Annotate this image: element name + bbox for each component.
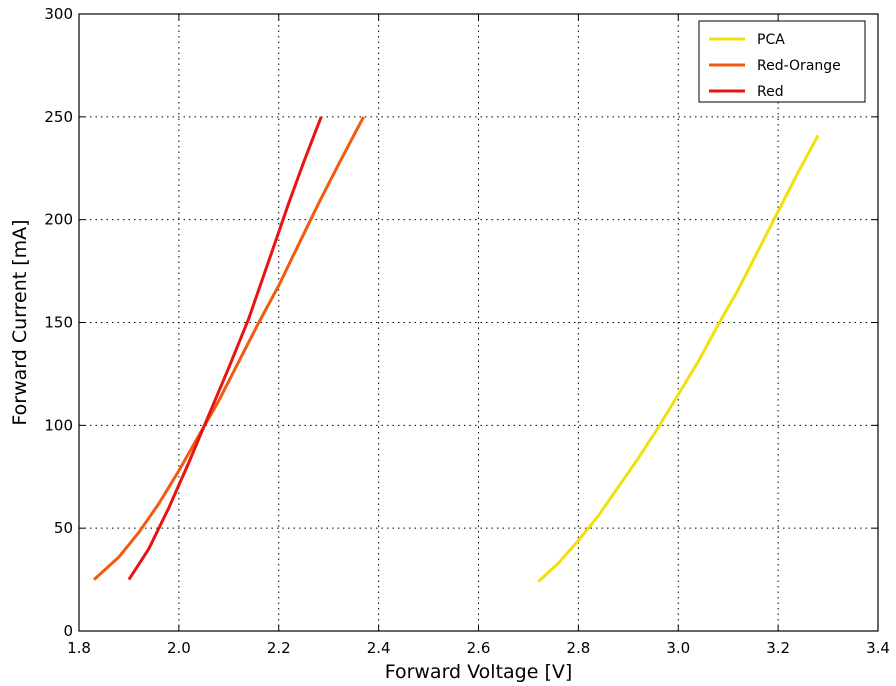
series-line bbox=[127, 116, 323, 581]
series-layer bbox=[92, 116, 820, 583]
legend-box bbox=[698, 20, 866, 103]
y-tick-label: 50 bbox=[54, 519, 73, 537]
x-tick-label: 3.4 bbox=[866, 639, 890, 657]
x-tick-label: 2.2 bbox=[267, 639, 291, 657]
x-axis-label: Forward Voltage [V] bbox=[385, 661, 573, 683]
ticks bbox=[78, 13, 879, 632]
x-tick-label: 2.8 bbox=[566, 639, 590, 657]
x-tick-label: 1.8 bbox=[67, 639, 91, 657]
y-tick-label: 300 bbox=[44, 5, 73, 23]
y-axis-label: Forward Current [mA] bbox=[9, 219, 31, 425]
y-tick-label: 0 bbox=[63, 622, 73, 640]
legend-label: PCA bbox=[757, 32, 785, 48]
tick-labels: 1.8 2.0 2.2 2.4 2.6 2.8 3.0 3.2 3.4 0 50 100 150 200 2… bbox=[44, 5, 890, 657]
x-tick-label: 2.6 bbox=[467, 639, 491, 657]
legend: PCA Red-Orange Red bbox=[698, 20, 866, 103]
x-tick-label: 3.2 bbox=[766, 639, 790, 657]
x-tick-label: 3.0 bbox=[666, 639, 690, 657]
series-line bbox=[92, 116, 365, 581]
legend-label: Red-Orange bbox=[757, 58, 841, 74]
x-tick-label: 2.4 bbox=[367, 639, 391, 657]
y-tick-label: 150 bbox=[44, 314, 73, 332]
x-tick-label: 2.0 bbox=[167, 639, 191, 657]
y-tick-label: 200 bbox=[44, 211, 73, 229]
y-tick-label: 100 bbox=[44, 416, 73, 434]
series-line bbox=[537, 134, 820, 583]
y-tick-label: 250 bbox=[44, 108, 73, 126]
legend-label: Red bbox=[757, 84, 784, 100]
